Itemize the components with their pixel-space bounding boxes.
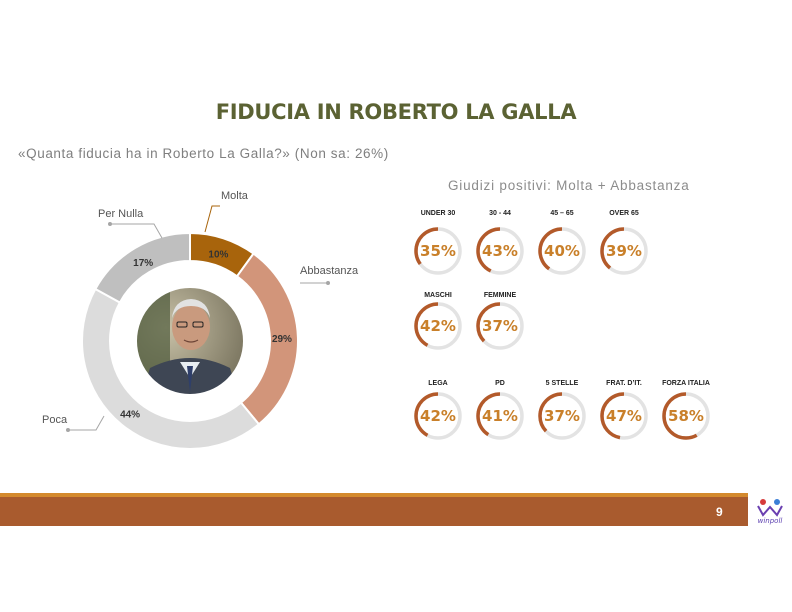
slice-value-label: 17% bbox=[133, 258, 153, 269]
ring-label: FEMMINE bbox=[483, 292, 517, 299]
donut-slice-per-nulla bbox=[94, 231, 191, 304]
ring-label: LEGA bbox=[428, 380, 448, 387]
ring-fill bbox=[476, 302, 524, 350]
ring-label: FRAT. D’IT. bbox=[606, 380, 642, 387]
ring-value: 40% bbox=[544, 242, 580, 260]
ring-label: 45 – 65 bbox=[550, 210, 574, 217]
callout-line bbox=[68, 415, 105, 431]
progress-ring: 43% bbox=[474, 225, 526, 277]
slice-value-label: 44% bbox=[120, 409, 140, 420]
ring-value: 42% bbox=[420, 317, 456, 335]
progress-ring: 42% bbox=[412, 390, 464, 442]
ring-label: OVER 65 bbox=[609, 210, 639, 217]
callout-dot bbox=[108, 222, 112, 226]
ring-fill bbox=[476, 227, 524, 275]
category-label-molta: Molta bbox=[221, 190, 249, 202]
progress-ring: 58% bbox=[660, 390, 712, 442]
footer-band bbox=[0, 493, 748, 526]
progress-ring: 42% bbox=[412, 300, 464, 352]
progress-ring: 37% bbox=[536, 390, 588, 442]
ring-label: FORZA ITALIA bbox=[662, 380, 710, 387]
callout-line bbox=[204, 205, 220, 233]
ring-fill bbox=[600, 392, 648, 440]
ring-value: 42% bbox=[420, 407, 456, 425]
ring-value: 35% bbox=[420, 242, 456, 260]
callout-dot bbox=[66, 428, 70, 432]
progress-ring: 35% bbox=[412, 225, 464, 277]
question-subtitle: «Quanta fiducia ha in Roberto La Galla?»… bbox=[18, 146, 389, 161]
ring-label: 5 STELLE bbox=[545, 380, 579, 387]
ring-fill bbox=[414, 392, 462, 440]
ring-value: 41% bbox=[482, 407, 518, 425]
ring-label: PD bbox=[495, 380, 505, 387]
progress-ring: 47% bbox=[598, 390, 650, 442]
progress-ring: 40% bbox=[536, 225, 588, 277]
category-label-poca: Poca bbox=[42, 414, 68, 426]
ring-value: 39% bbox=[606, 242, 642, 260]
ring-label: 30 - 44 bbox=[489, 210, 511, 217]
ring-fill bbox=[538, 227, 586, 275]
ring-fill bbox=[476, 392, 524, 440]
ring-fill bbox=[662, 392, 710, 440]
page-number: 9 bbox=[716, 505, 723, 519]
progress-ring: 41% bbox=[474, 390, 526, 442]
footer-accent-line bbox=[0, 493, 748, 497]
progress-ring: 37% bbox=[474, 300, 526, 352]
slice-value-label: 29% bbox=[272, 334, 292, 345]
category-label-abbastanza: Abbastanza bbox=[300, 265, 359, 277]
winpoll-logo: winpoll bbox=[757, 499, 783, 525]
ring-value: 58% bbox=[668, 407, 704, 425]
rings-heading: Giudizi positivi: Molta + Abbastanza bbox=[448, 178, 690, 193]
callout-line bbox=[110, 223, 163, 239]
progress-ring: 39% bbox=[598, 225, 650, 277]
ring-fill bbox=[600, 227, 648, 275]
logo-text: winpoll bbox=[758, 517, 783, 525]
ring-value: 47% bbox=[606, 407, 642, 425]
callout-dot bbox=[326, 281, 330, 285]
portrait-image bbox=[136, 287, 244, 395]
ring-label: UNDER 30 bbox=[420, 210, 456, 217]
ring-label: MASCHI bbox=[424, 292, 452, 299]
ring-value: 43% bbox=[482, 242, 518, 260]
category-label-per-nulla: Per Nulla bbox=[98, 208, 144, 220]
ring-value: 37% bbox=[544, 407, 580, 425]
ring-fill bbox=[538, 392, 586, 440]
ring-value: 37% bbox=[482, 317, 518, 335]
page-title: FIDUCIA IN ROBERTO LA GALLA bbox=[215, 100, 577, 124]
slice-value-label: 10% bbox=[208, 250, 228, 261]
ring-fill bbox=[414, 302, 462, 350]
donut-slice-poca bbox=[81, 287, 261, 450]
ring-fill bbox=[414, 227, 462, 275]
